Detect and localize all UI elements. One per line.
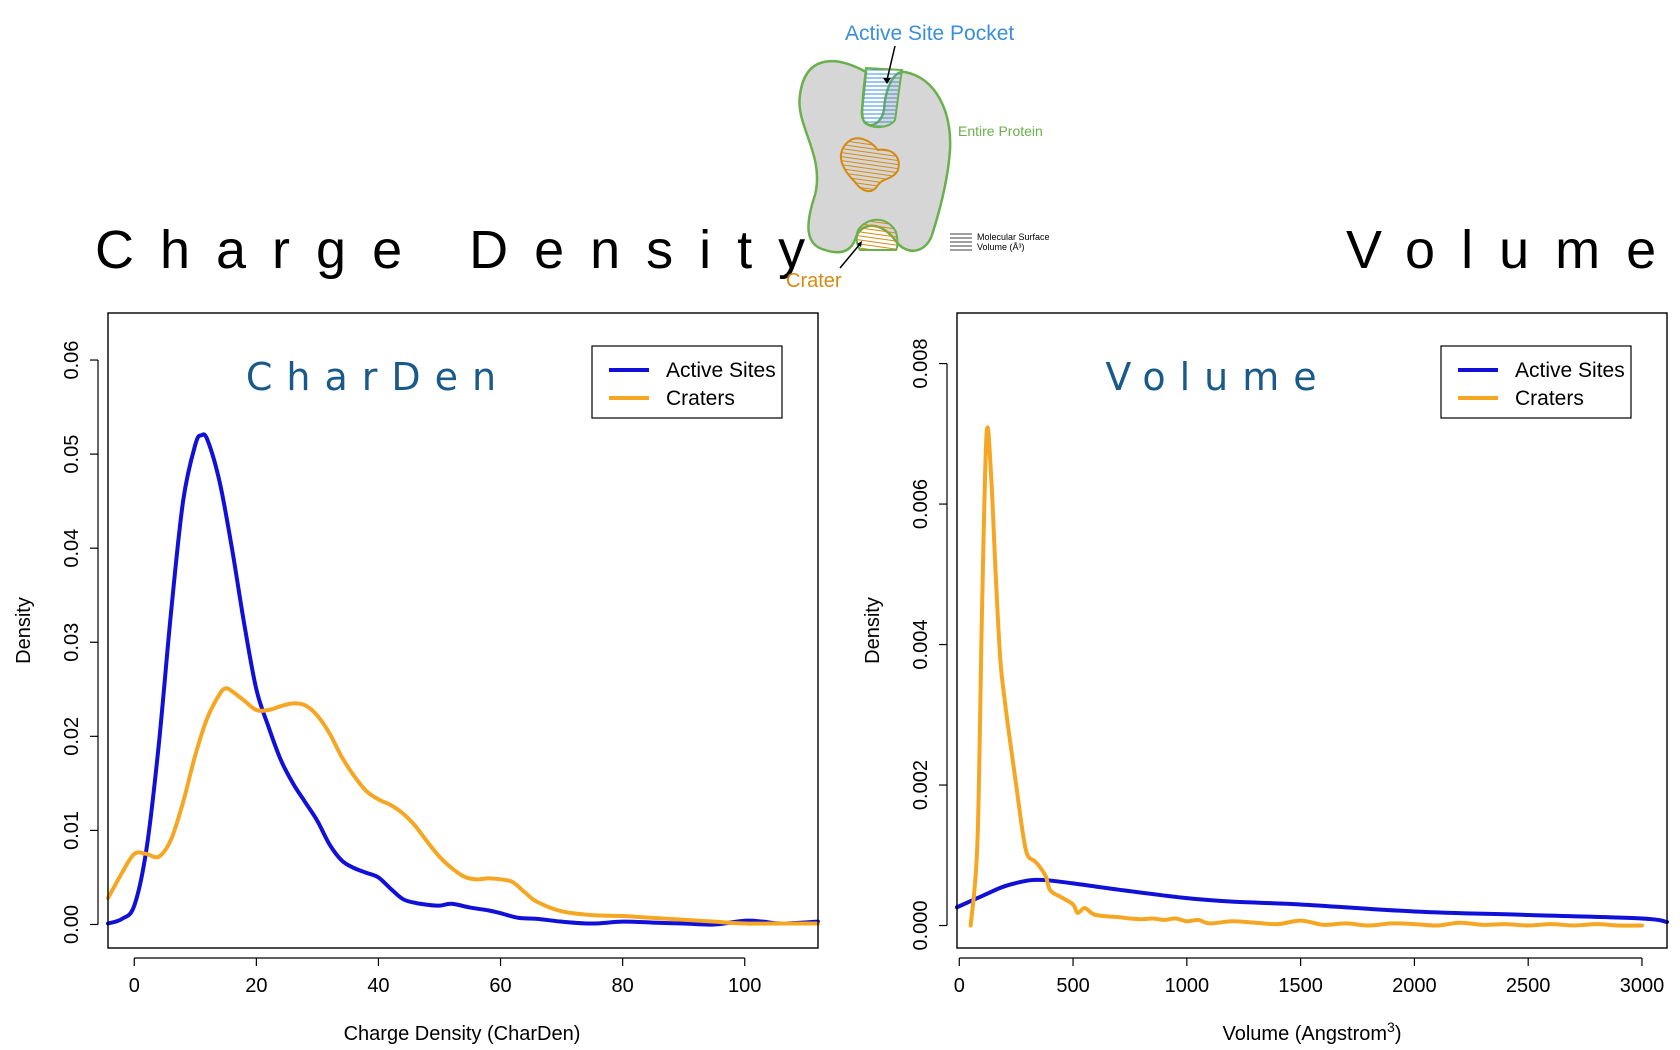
charden-chart: 0 20 40 60 80 100 0.00 0.01 0.02 0.03 0.04 0.05 0.06… [13,312,820,1045]
y-tick-label: 0.01 [61,811,83,850]
charge-density-title: Charge Density [95,220,831,280]
y-axis-label: Density [862,597,884,664]
x-tick-label: 80 [612,975,634,997]
x-tick-label: 0 [954,975,965,997]
active-site-pocket-shape [861,66,904,128]
buried-cavity-shape [839,137,900,193]
y-tick-label: 0.05 [61,435,83,474]
x-axis-label: Volume (Angstrom3) [1223,1019,1402,1045]
legend-label: Active Sites [666,359,776,382]
legend: Active Sites Craters [1440,345,1632,419]
crater-arrow [839,243,861,269]
series-line-craters [106,686,820,926]
active-site-pocket-label: Active Site Pocket [845,22,1014,45]
series-line-craters [968,425,1644,928]
y-tick-label: 0.04 [61,529,83,568]
x-axis-label: Charge Density (CharDen) [344,1023,581,1045]
legend-box [1440,345,1632,419]
y-tick-label: 0.002 [910,760,932,810]
x-axis-label-text: Volume (Angstrom [1223,1023,1388,1045]
y-tick-label: 0.000 [910,900,932,950]
y-tick-label: 0.004 [910,620,932,670]
y-tick-label: 0.008 [910,339,932,389]
legend-box [591,345,783,419]
series-line-active-sites [106,432,820,927]
crater-shape [855,218,899,251]
plot-frame [956,312,1668,949]
crater-arrow-head [857,241,862,247]
active-site-arrow-head [883,78,891,84]
x-tick-label: 1000 [1165,975,1210,997]
inset-title: CharDen [246,355,510,399]
series-line-active-sites [955,877,1669,925]
x-tick-label: 500 [1056,975,1089,997]
x-tick-label: 1500 [1278,975,1323,997]
y-axis-label: Density [13,597,35,664]
volume-chart: 0 500 1000 1500 2000 2500 3000 0.000 0.002 0.004 0… [862,312,1669,1045]
x-tick-label: 3000 [1620,975,1665,997]
surface-volume-key-label-2: Volume (Å³) [977,242,1025,252]
surface-volume-key-label: Molecular Surface [977,232,1050,242]
x-tick-label: 40 [367,975,389,997]
x-axis-label-suffix: ) [1395,1023,1402,1045]
plot-frame [107,312,819,949]
x-tick-label: 2500 [1506,975,1551,997]
legend: Active Sites Craters [591,345,783,419]
x-tick-label: 20 [245,975,267,997]
x-axis-label-superscript: 3 [1387,1019,1395,1035]
legend-label: Active Sites [1515,359,1625,382]
surface-volume-key-icon [950,233,972,251]
y-tick-label: 0.02 [61,717,83,756]
y-tick-label: 0.006 [910,479,932,529]
x-axis-label-text: Charge Density (CharDen) [344,1023,581,1045]
x-tick-label: 100 [728,975,761,997]
crater-label: Crater [786,270,842,292]
y-tick-label: 0.03 [61,623,83,662]
y-tick-label: 0.00 [61,905,83,944]
legend-label: Craters [1515,387,1584,410]
protein-diagram: Active Site Pocket Entire Protein Crater… [786,22,1050,292]
x-tick-label: 0 [129,975,140,997]
inset-title: Volume [1105,355,1330,399]
active-site-arrow [886,45,896,81]
legend-label: Craters [666,387,735,410]
x-tick-label: 60 [489,975,511,997]
volume-title: Volume [1346,220,1680,280]
y-tick-label: 0.06 [61,341,83,380]
entire-protein-label: Entire Protein [958,123,1043,139]
x-tick-label: 2000 [1392,975,1437,997]
